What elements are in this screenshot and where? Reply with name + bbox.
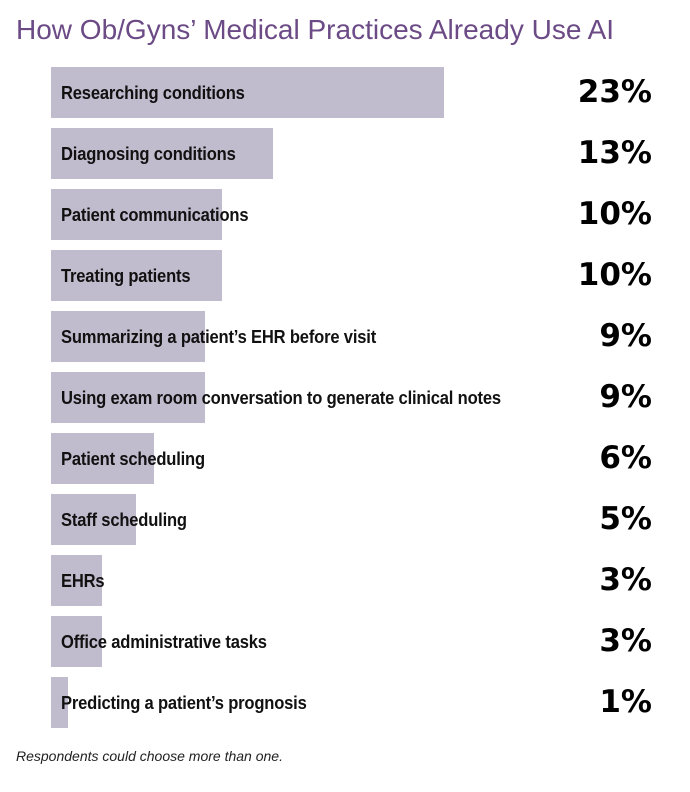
bar-value-label: 9% <box>599 379 652 415</box>
chart-title: How Ob/Gyns’ Medical Practices Already U… <box>16 14 615 45</box>
bar-label: Patient scheduling <box>61 449 205 469</box>
bar-label: Patient communications <box>61 205 249 225</box>
bar-value-label: 10% <box>577 257 652 293</box>
bar-label: Treating patients <box>61 266 191 286</box>
bar-label: Using exam room conversation to generate… <box>61 388 501 408</box>
bar-row: Researching conditions 23% <box>0 67 690 118</box>
bar <box>51 372 205 423</box>
bar-label: EHRs <box>61 571 105 591</box>
bar-row: Office administrative tasks 3% <box>0 616 690 667</box>
bar <box>51 67 444 118</box>
bar-row: Predicting a patient’s prognosis 1% <box>0 677 690 728</box>
bar-label: Predicting a patient’s prognosis <box>61 693 307 713</box>
bar-label: Summarizing a patient’s EHR before visit <box>61 327 377 347</box>
bar <box>51 677 69 728</box>
bar-value-label: 5% <box>599 501 652 537</box>
bar <box>51 555 103 606</box>
bar <box>51 311 205 362</box>
footnote: Respondents could choose more than one. <box>16 748 283 764</box>
bar-value-label: 6% <box>599 440 652 476</box>
bar-row: Summarizing a patient’s EHR before visit… <box>0 311 690 362</box>
bar-value-label: 9% <box>599 318 652 354</box>
bar <box>51 128 274 179</box>
bar-value-label: 13% <box>577 135 652 171</box>
bar-row: Patient scheduling 6% <box>0 433 690 484</box>
bar-row: Staff scheduling 5% <box>0 494 690 545</box>
bar-value-label: 10% <box>577 196 652 232</box>
bar-row: Diagnosing conditions 13% <box>0 128 690 179</box>
bar-row: EHRs 3% <box>0 555 690 606</box>
bar-value-label: 1% <box>599 684 652 720</box>
bar <box>51 433 154 484</box>
bar-value-label: 3% <box>599 623 652 659</box>
bar <box>51 250 222 301</box>
bar-value-label: 3% <box>599 562 652 598</box>
bar-label: Office administrative tasks <box>61 632 267 652</box>
bar-label: Staff scheduling <box>61 510 187 530</box>
bar-value-label: 23% <box>577 74 652 110</box>
bar-row: Treating patients 10% <box>0 250 690 301</box>
bar <box>51 494 137 545</box>
bar-label: Diagnosing conditions <box>61 144 236 164</box>
bar-row: Patient communications 10% <box>0 189 690 240</box>
bar <box>51 616 103 667</box>
bar-row: Using exam room conversation to generate… <box>0 372 690 423</box>
bar <box>51 189 222 240</box>
bar-label: Researching conditions <box>61 83 245 103</box>
